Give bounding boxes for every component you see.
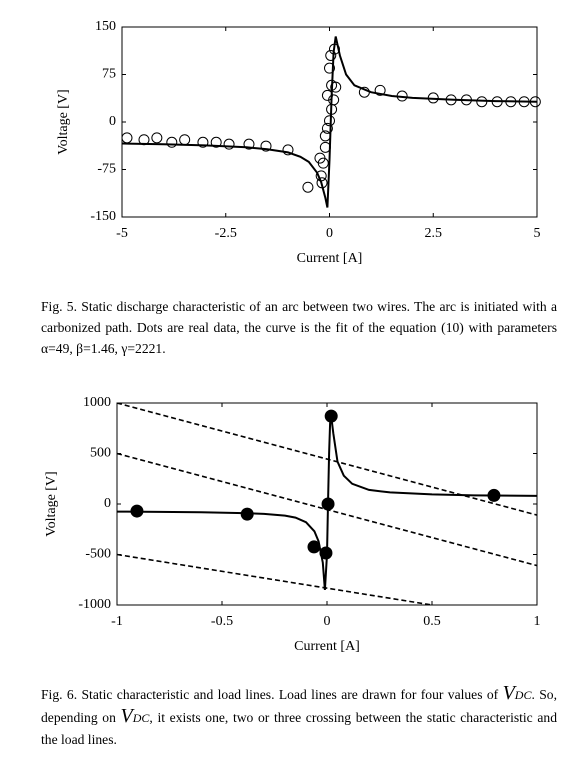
x-tick-label: 2.5 (425, 226, 443, 241)
x-tick-label: 0.5 (423, 614, 441, 629)
caption-text: , it exists one, two or three crossing b… (41, 710, 557, 747)
data-point (328, 94, 340, 106)
y-tick-label: 1000 (83, 395, 111, 410)
caption-text: . So, depending on (41, 687, 557, 725)
data-point (121, 132, 133, 144)
data-point (197, 136, 209, 148)
data-point (302, 181, 314, 193)
caption-subscript: DC (514, 688, 532, 702)
x-tick-label: -1 (111, 614, 123, 629)
data-point (324, 115, 335, 127)
data-point (330, 81, 342, 93)
x-tick-label: -5 (116, 226, 128, 241)
data-point (260, 140, 272, 152)
x-tick-label: 0 (324, 614, 331, 629)
data-point (317, 157, 329, 169)
y-tick-label: 0 (104, 496, 111, 511)
data-point (243, 138, 255, 150)
data-point (529, 96, 541, 108)
caption: Fig. 5. Static discharge characteristic … (41, 299, 557, 356)
y-tick-label: -150 (90, 209, 116, 224)
caption: Fig. 6. Static characteristic and load l… (41, 683, 557, 750)
y-axis-label: Voltage [V] (56, 89, 71, 154)
data-point (518, 96, 530, 108)
y-tick-label: -1000 (78, 597, 111, 612)
data-point (325, 50, 337, 61)
x-tick-label: -2.5 (215, 226, 237, 241)
data-point (460, 94, 472, 106)
x-tick-label: 1 (534, 614, 541, 629)
data-point (223, 138, 235, 150)
y-tick-label: 0 (109, 114, 116, 129)
y-tick-label: 500 (90, 446, 111, 461)
data-point (491, 96, 503, 108)
data-point (324, 409, 338, 423)
data-point (282, 144, 294, 156)
data-point (316, 177, 328, 189)
plot-area (122, 36, 537, 208)
caption-subscript: DC (132, 711, 150, 725)
curve (117, 415, 537, 590)
data-point (240, 507, 254, 521)
curve (122, 36, 537, 208)
load-line (117, 553, 433, 605)
data-point (396, 90, 408, 102)
x-tick-label: -0.5 (211, 614, 233, 629)
data-point (179, 134, 191, 146)
data-point (210, 136, 222, 148)
data-point (505, 96, 517, 108)
plot-frame (121, 26, 538, 218)
x-axis-label: Current [A] (297, 251, 363, 266)
data-point (374, 84, 386, 96)
data-point (321, 497, 335, 511)
data-point (166, 136, 178, 148)
data-point (427, 92, 439, 104)
caption-text: Fig. 6. Static characteristic and load l… (41, 687, 503, 702)
data-point (315, 170, 327, 182)
y-tick-label: 150 (95, 19, 116, 34)
y-tick-label: -75 (97, 162, 116, 177)
x-axis-label: Current [A] (294, 639, 360, 654)
y-tick-label: -500 (85, 547, 111, 562)
data-point (151, 132, 163, 144)
data-point (321, 122, 333, 134)
x-tick-label: 0 (326, 226, 333, 241)
caption-symbol: V (502, 682, 515, 704)
data-point (307, 540, 321, 554)
y-axis-label: Voltage [V] (44, 471, 59, 536)
data-point (328, 43, 340, 55)
data-point (445, 94, 457, 106)
data-point (476, 96, 488, 108)
load-line (117, 403, 537, 516)
data-point (487, 488, 501, 502)
caption-symbol: V (120, 705, 133, 727)
data-point (319, 141, 331, 153)
data-point (324, 62, 335, 74)
data-point (358, 86, 370, 98)
y-tick-label: 75 (102, 67, 116, 82)
data-point (319, 130, 331, 142)
data-point (319, 546, 333, 560)
data-point (130, 504, 144, 518)
x-tick-label: 5 (534, 226, 541, 241)
data-point (138, 134, 150, 146)
